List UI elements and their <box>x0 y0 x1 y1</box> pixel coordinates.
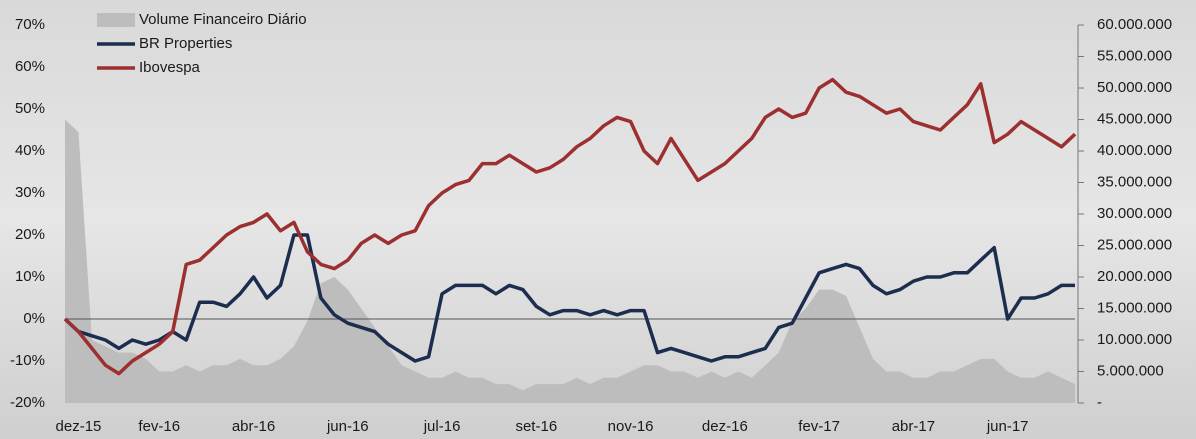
legend-swatch <box>97 13 135 27</box>
y2-tick-label: 30.000.000 <box>1097 205 1172 222</box>
y-tick-label: 30% <box>15 184 45 201</box>
x-tick-label: fev-16 <box>138 418 180 435</box>
y2-tick-label: 5.000.000 <box>1097 362 1164 379</box>
x-tick-label: abr-16 <box>232 418 275 435</box>
y2-tick-label: 40.000.000 <box>1097 142 1172 159</box>
y-tick-label: 40% <box>15 142 45 159</box>
y-tick-label: 0% <box>23 310 45 327</box>
y2-tick-label: 60.000.000 <box>1097 16 1172 33</box>
y2-tick-label: 35.000.000 <box>1097 173 1172 190</box>
y-tick-label: 50% <box>15 100 45 117</box>
x-tick-label: jul-16 <box>423 418 461 435</box>
y-tick-label: 60% <box>15 58 45 75</box>
x-tick-label: set-16 <box>515 418 557 435</box>
y-tick-label: -10% <box>10 352 45 369</box>
y2-tick-label: 50.000.000 <box>1097 79 1172 96</box>
y-tick-label: 20% <box>15 226 45 243</box>
legend-label: Ibovespa <box>139 59 201 76</box>
x-tick-label: jun-17 <box>986 418 1029 435</box>
y2-tick-label: 45.000.000 <box>1097 110 1172 127</box>
chart: -20% -10% 0% 10% 20% 30% 40% 50% 60% 70% - 5.000.00… <box>0 0 1196 439</box>
y2-tick-label: 10.000.000 <box>1097 331 1172 348</box>
y2-tick-label: 25.000.000 <box>1097 236 1172 253</box>
x-tick-label: dez-16 <box>702 418 748 435</box>
y-tick-label: 10% <box>15 268 45 285</box>
x-tick-label: nov-16 <box>608 418 654 435</box>
x-tick-label: dez-15 <box>56 418 102 435</box>
y-tick-label: -20% <box>10 394 45 411</box>
x-tick-label: jun-16 <box>326 418 369 435</box>
x-tick-label: fev-17 <box>798 418 840 435</box>
y2-tick-label: 55.000.000 <box>1097 47 1172 64</box>
legend-label: Volume Financeiro Diário <box>139 11 307 28</box>
legend-label: BR Properties <box>139 35 232 52</box>
y-tick-label: 70% <box>15 16 45 33</box>
y2-tick-label: - <box>1097 394 1102 411</box>
y2-tick-label: 15.000.000 <box>1097 299 1172 316</box>
y2-tick-label: 20.000.000 <box>1097 268 1172 285</box>
x-tick-label: abr-17 <box>892 418 935 435</box>
